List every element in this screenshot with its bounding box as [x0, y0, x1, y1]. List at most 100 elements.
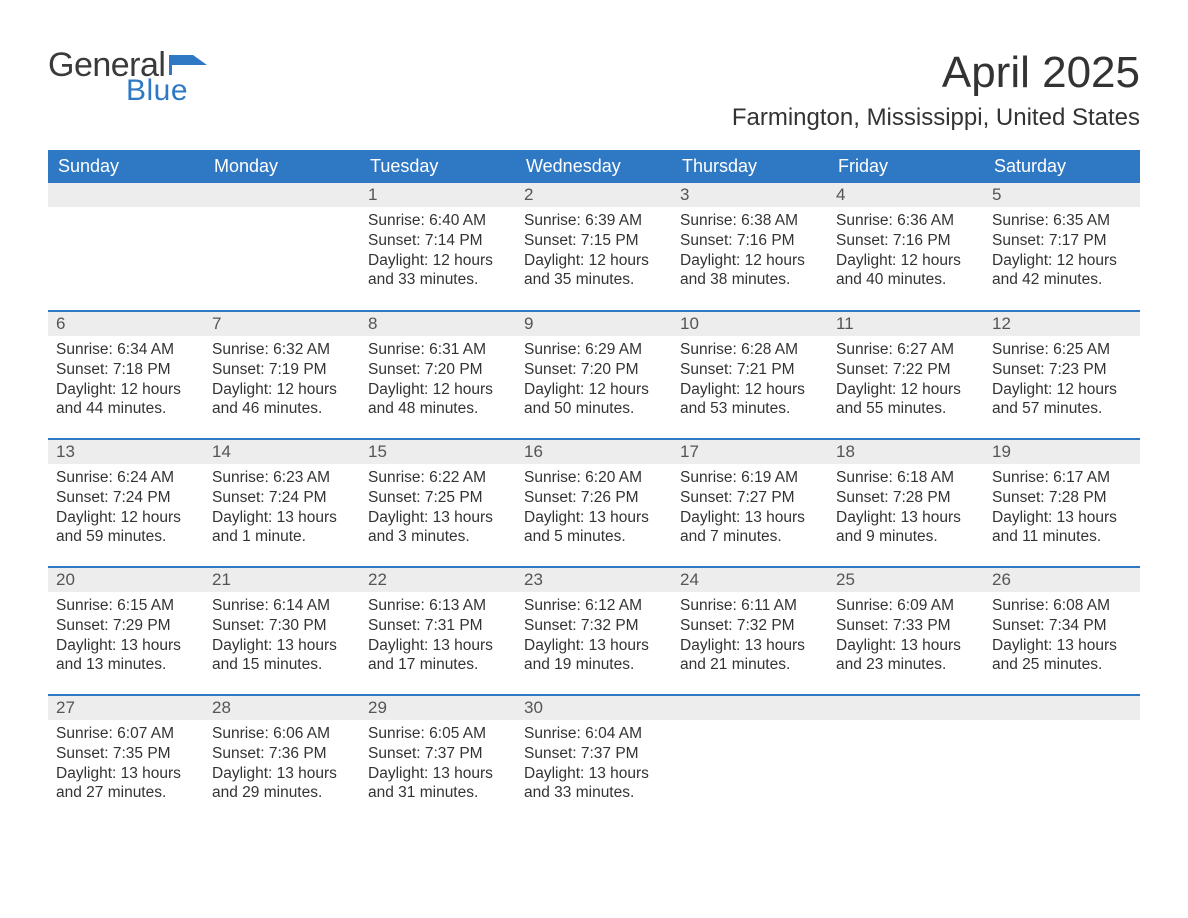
daylight-text: Daylight: 12 hours and 46 minutes.: [212, 380, 352, 420]
sunset-text: Sunset: 7:19 PM: [212, 360, 352, 380]
day-details: Sunrise: 6:31 AMSunset: 7:20 PMDaylight:…: [360, 336, 516, 427]
calendar-week-row: 6Sunrise: 6:34 AMSunset: 7:18 PMDaylight…: [48, 311, 1140, 439]
sunset-text: Sunset: 7:29 PM: [56, 616, 196, 636]
day-details: Sunrise: 6:39 AMSunset: 7:15 PMDaylight:…: [516, 207, 672, 298]
daylight-text: Daylight: 12 hours and 44 minutes.: [56, 380, 196, 420]
calendar-day-cell: [828, 695, 984, 823]
day-number: 16: [516, 440, 672, 464]
sunset-text: Sunset: 7:22 PM: [836, 360, 976, 380]
sunset-text: Sunset: 7:15 PM: [524, 231, 664, 251]
sunset-text: Sunset: 7:28 PM: [836, 488, 976, 508]
day-details: Sunrise: 6:32 AMSunset: 7:19 PMDaylight:…: [204, 336, 360, 427]
sunset-text: Sunset: 7:34 PM: [992, 616, 1132, 636]
sunrise-text: Sunrise: 6:11 AM: [680, 596, 820, 616]
day-header: Saturday: [984, 150, 1140, 183]
daylight-text: Daylight: 12 hours and 59 minutes.: [56, 508, 196, 548]
day-details: Sunrise: 6:13 AMSunset: 7:31 PMDaylight:…: [360, 592, 516, 683]
day-number: 24: [672, 568, 828, 592]
sunrise-text: Sunrise: 6:06 AM: [212, 724, 352, 744]
sunrise-text: Sunrise: 6:35 AM: [992, 211, 1132, 231]
calendar-body: 1Sunrise: 6:40 AMSunset: 7:14 PMDaylight…: [48, 183, 1140, 823]
calendar-day-cell: [204, 183, 360, 311]
day-details: Sunrise: 6:38 AMSunset: 7:16 PMDaylight:…: [672, 207, 828, 298]
calendar-week-row: 20Sunrise: 6:15 AMSunset: 7:29 PMDayligh…: [48, 567, 1140, 695]
day-number: 30: [516, 696, 672, 720]
daylight-text: Daylight: 13 hours and 31 minutes.: [368, 764, 508, 804]
calendar-day-cell: 22Sunrise: 6:13 AMSunset: 7:31 PMDayligh…: [360, 567, 516, 695]
calendar-day-cell: 8Sunrise: 6:31 AMSunset: 7:20 PMDaylight…: [360, 311, 516, 439]
daylight-text: Daylight: 13 hours and 17 minutes.: [368, 636, 508, 676]
day-header: Monday: [204, 150, 360, 183]
sunrise-text: Sunrise: 6:39 AM: [524, 211, 664, 231]
sunrise-text: Sunrise: 6:32 AM: [212, 340, 352, 360]
calendar-day-cell: 4Sunrise: 6:36 AMSunset: 7:16 PMDaylight…: [828, 183, 984, 311]
day-details: Sunrise: 6:36 AMSunset: 7:16 PMDaylight:…: [828, 207, 984, 298]
sunrise-text: Sunrise: 6:09 AM: [836, 596, 976, 616]
day-number: 25: [828, 568, 984, 592]
sunrise-text: Sunrise: 6:22 AM: [368, 468, 508, 488]
calendar-day-cell: 2Sunrise: 6:39 AMSunset: 7:15 PMDaylight…: [516, 183, 672, 311]
calendar-day-cell: 11Sunrise: 6:27 AMSunset: 7:22 PMDayligh…: [828, 311, 984, 439]
sunset-text: Sunset: 7:16 PM: [836, 231, 976, 251]
sunrise-text: Sunrise: 6:07 AM: [56, 724, 196, 744]
day-number: 8: [360, 312, 516, 336]
sunset-text: Sunset: 7:24 PM: [56, 488, 196, 508]
day-header: Wednesday: [516, 150, 672, 183]
day-details: Sunrise: 6:11 AMSunset: 7:32 PMDaylight:…: [672, 592, 828, 683]
calendar-day-cell: 12Sunrise: 6:25 AMSunset: 7:23 PMDayligh…: [984, 311, 1140, 439]
sunrise-text: Sunrise: 6:40 AM: [368, 211, 508, 231]
day-details: Sunrise: 6:08 AMSunset: 7:34 PMDaylight:…: [984, 592, 1140, 683]
day-details: Sunrise: 6:17 AMSunset: 7:28 PMDaylight:…: [984, 464, 1140, 555]
sunrise-text: Sunrise: 6:18 AM: [836, 468, 976, 488]
calendar-day-cell: 18Sunrise: 6:18 AMSunset: 7:28 PMDayligh…: [828, 439, 984, 567]
day-header: Thursday: [672, 150, 828, 183]
sunset-text: Sunset: 7:18 PM: [56, 360, 196, 380]
day-number: 23: [516, 568, 672, 592]
day-number: 21: [204, 568, 360, 592]
day-number: 27: [48, 696, 204, 720]
calendar-day-cell: 6Sunrise: 6:34 AMSunset: 7:18 PMDaylight…: [48, 311, 204, 439]
sunset-text: Sunset: 7:33 PM: [836, 616, 976, 636]
sunset-text: Sunset: 7:37 PM: [368, 744, 508, 764]
logo: General Blue: [48, 48, 207, 106]
calendar-day-cell: 29Sunrise: 6:05 AMSunset: 7:37 PMDayligh…: [360, 695, 516, 823]
day-number: 22: [360, 568, 516, 592]
daylight-text: Daylight: 13 hours and 9 minutes.: [836, 508, 976, 548]
daylight-text: Daylight: 12 hours and 48 minutes.: [368, 380, 508, 420]
day-number: 4: [828, 183, 984, 207]
day-number: 9: [516, 312, 672, 336]
daylight-text: Daylight: 12 hours and 50 minutes.: [524, 380, 664, 420]
calendar-day-cell: 13Sunrise: 6:24 AMSunset: 7:24 PMDayligh…: [48, 439, 204, 567]
day-number: 26: [984, 568, 1140, 592]
day-details: Sunrise: 6:35 AMSunset: 7:17 PMDaylight:…: [984, 207, 1140, 298]
calendar-day-cell: 17Sunrise: 6:19 AMSunset: 7:27 PMDayligh…: [672, 439, 828, 567]
day-number: 29: [360, 696, 516, 720]
day-details: Sunrise: 6:34 AMSunset: 7:18 PMDaylight:…: [48, 336, 204, 427]
day-number: 14: [204, 440, 360, 464]
day-number: 11: [828, 312, 984, 336]
calendar-day-cell: 10Sunrise: 6:28 AMSunset: 7:21 PMDayligh…: [672, 311, 828, 439]
day-details: Sunrise: 6:18 AMSunset: 7:28 PMDaylight:…: [828, 464, 984, 555]
sunset-text: Sunset: 7:28 PM: [992, 488, 1132, 508]
day-number: [828, 696, 984, 720]
sunrise-text: Sunrise: 6:17 AM: [992, 468, 1132, 488]
day-details: Sunrise: 6:12 AMSunset: 7:32 PMDaylight:…: [516, 592, 672, 683]
day-number: 17: [672, 440, 828, 464]
sunset-text: Sunset: 7:25 PM: [368, 488, 508, 508]
sunset-text: Sunset: 7:32 PM: [524, 616, 664, 636]
sunrise-text: Sunrise: 6:14 AM: [212, 596, 352, 616]
calendar-day-cell: 9Sunrise: 6:29 AMSunset: 7:20 PMDaylight…: [516, 311, 672, 439]
sunset-text: Sunset: 7:31 PM: [368, 616, 508, 636]
daylight-text: Daylight: 13 hours and 15 minutes.: [212, 636, 352, 676]
day-number: 10: [672, 312, 828, 336]
sunrise-text: Sunrise: 6:36 AM: [836, 211, 976, 231]
daylight-text: Daylight: 13 hours and 27 minutes.: [56, 764, 196, 804]
day-number: 2: [516, 183, 672, 207]
daylight-text: Daylight: 13 hours and 3 minutes.: [368, 508, 508, 548]
day-number: 20: [48, 568, 204, 592]
day-details: Sunrise: 6:04 AMSunset: 7:37 PMDaylight:…: [516, 720, 672, 811]
page-header: General Blue April 2025 Farmington, Miss…: [48, 48, 1140, 132]
day-number: [48, 183, 204, 207]
sunset-text: Sunset: 7:26 PM: [524, 488, 664, 508]
day-details: Sunrise: 6:23 AMSunset: 7:24 PMDaylight:…: [204, 464, 360, 555]
